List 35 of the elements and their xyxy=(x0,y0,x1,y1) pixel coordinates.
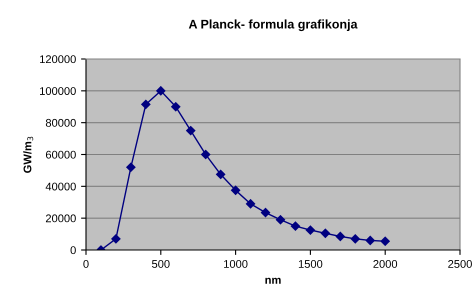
point xyxy=(201,150,210,160)
point xyxy=(260,208,270,218)
x-tick-label: 1500 xyxy=(298,260,322,268)
chart-title: A Planck- formula grafikonja xyxy=(188,19,358,32)
point xyxy=(380,236,390,246)
point xyxy=(216,170,226,180)
y-tick-label: 0 xyxy=(70,246,76,254)
y-tick-label: 80000 xyxy=(46,118,76,127)
point xyxy=(126,162,136,172)
x-tick-label: 2000 xyxy=(373,260,398,268)
point xyxy=(320,228,330,238)
point xyxy=(366,236,375,246)
point xyxy=(156,86,166,96)
y-tick-label: 120000 xyxy=(40,55,76,64)
x-axis-title: nm xyxy=(265,278,281,284)
point xyxy=(350,234,360,244)
point xyxy=(111,234,121,244)
point xyxy=(141,100,150,109)
y-tick-label: 100000 xyxy=(40,87,76,95)
x-tick-label: 0 xyxy=(83,260,89,268)
x-tick-label: 2500 xyxy=(448,260,472,268)
x-tick-label: 500 xyxy=(152,260,170,268)
point xyxy=(171,102,180,112)
y-axis-title: GW/m$_{3}$ xyxy=(23,136,34,173)
point xyxy=(230,186,240,195)
point xyxy=(290,222,300,231)
y-tick-label: 60000 xyxy=(46,150,76,159)
point xyxy=(306,225,316,235)
point xyxy=(336,232,345,242)
x-tick-label: 1000 xyxy=(224,260,248,268)
point xyxy=(186,126,196,136)
point xyxy=(276,215,286,224)
y-tick-label: 40000 xyxy=(46,182,76,190)
y-tick-label: 20000 xyxy=(46,214,76,222)
point xyxy=(246,199,256,208)
